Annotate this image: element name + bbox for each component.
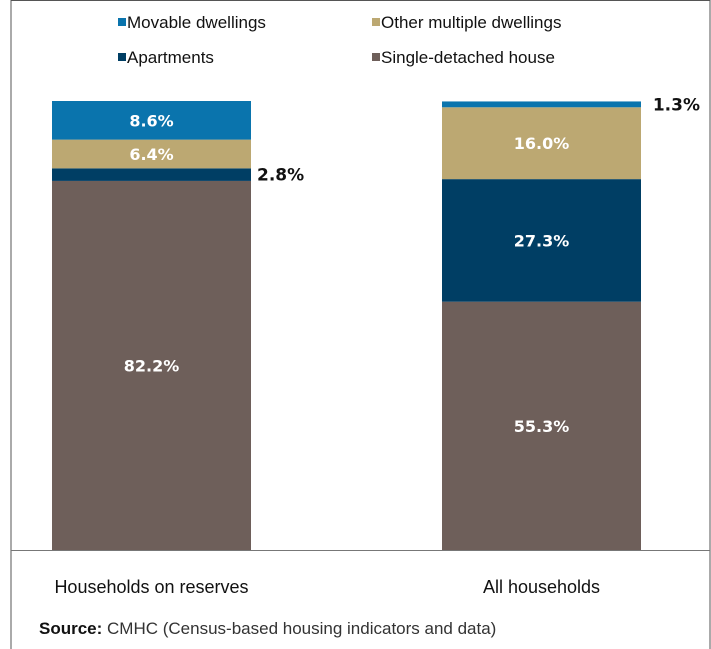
bar-segment-single-detached-house-all-households	[442, 301, 641, 550]
legend-swatch-movable-dwellings	[118, 18, 126, 26]
data-label-single-detached-house-all-households: 55.3%	[514, 417, 570, 436]
data-label-other-multiple-dwellings-households-on-reserves: 6.4%	[129, 145, 173, 164]
legend-swatch-single-detached-house	[372, 53, 380, 61]
legend-label-movable-dwellings: Movable dwellings	[127, 13, 266, 32]
legend: Movable dwellings Other multiple dwelling…	[118, 13, 561, 67]
source-text: CMHC (Census-based housing indicators an…	[107, 619, 497, 638]
data-label-other-multiple-dwellings-all-households: 16.0%	[514, 134, 570, 153]
bar-segment-apartments-households-on-reserves	[52, 168, 251, 181]
category-labels: Households on reserves All households	[54, 577, 600, 597]
bar-segment-other-multiple-dwellings-households-on-reserves	[52, 139, 251, 169]
bar-segment-single-detached-house-households-on-reserves	[52, 180, 251, 550]
legend-label-other-multiple-dwellings: Other multiple dwellings	[381, 13, 561, 32]
data-label-movable-dwellings-households-on-reserves: 8.6%	[129, 111, 173, 130]
legend-label-apartments: Apartments	[127, 48, 214, 67]
legend-swatch-apartments	[118, 53, 126, 61]
legend-swatch-other-multiple-dwellings	[372, 18, 380, 26]
data-label-apartments-all-households: 27.3%	[514, 231, 570, 250]
bars: 82.2% 2.8% 6.4% 8.6% 55.3% 27.3% 16.0% 1.3%	[52, 95, 700, 550]
bar-segment-movable-dwellings-all-households	[442, 101, 641, 108]
source-label: Source:	[39, 619, 103, 638]
legend-label-single-detached-house: Single-detached house	[381, 48, 555, 67]
category-label-households-on-reserves: Households on reserves	[54, 577, 248, 597]
data-label-movable-dwellings-all-households: 1.3%	[653, 95, 700, 115]
bar-segment-apartments-all-households	[442, 179, 641, 302]
source-note: Source: CMHC (Census-based housing indic…	[39, 619, 496, 639]
bar-segment-movable-dwellings-households-on-reserves	[52, 101, 251, 140]
bar-segment-other-multiple-dwellings-all-households	[442, 107, 641, 180]
data-label-single-detached-house-households-on-reserves: 82.2%	[124, 356, 180, 375]
data-label-apartments-households-on-reserves: 2.8%	[257, 166, 304, 186]
category-label-all-households: All households	[483, 577, 600, 597]
